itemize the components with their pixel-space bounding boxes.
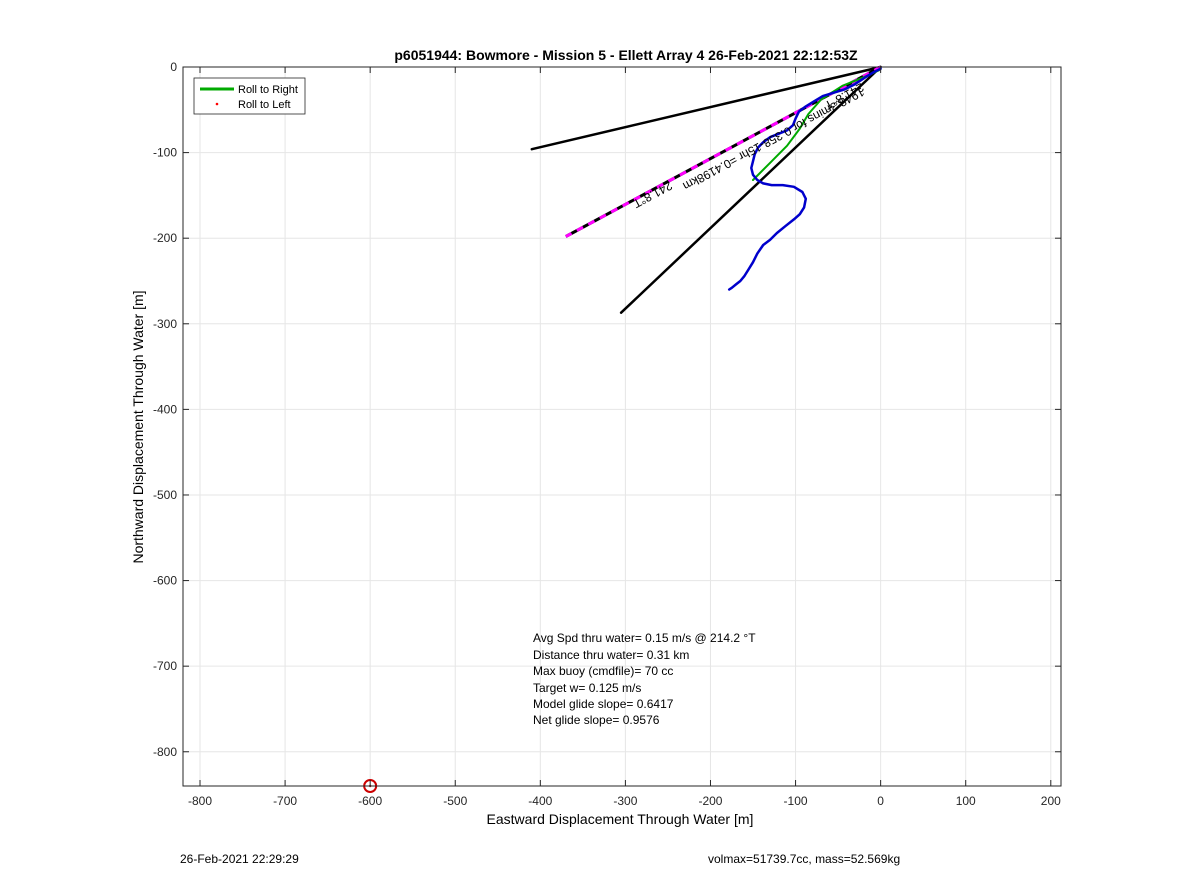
tick-marks [183,66,1061,786]
x-tick-label: 200 [1041,794,1061,808]
heading-annotation: 241.8°T [630,178,674,211]
series-line [530,65,882,151]
y-tick-label: -300 [153,317,177,331]
x-tick-label: -800 [188,794,212,808]
y-tick-label: -100 [153,146,177,160]
x-tick-label: -500 [443,794,467,808]
x-tick-label: -300 [613,794,637,808]
y-tick-labels: 0 -100 -200 -300 -400 -500 -600 -700 -800 [153,60,177,759]
x-tick-label: -200 [698,794,722,808]
series-line [727,67,882,291]
x-tick-label: -100 [784,794,808,808]
stats-line: Distance thru water= 0.31 km [533,648,689,662]
x-axis-label: Eastward Displacement Through Water [m] [487,811,754,827]
y-tick-label: -500 [153,488,177,502]
series-layer [363,65,882,793]
legend-swatch-roll-left [215,102,219,106]
stats-line: Target w= 0.125 m/s [533,681,641,695]
y-tick-label: -600 [153,574,177,588]
stats-block: Avg Spd thru water= 0.15 m/s @ 214.2 °T … [533,631,756,727]
legend-label-roll-left: Roll to Left [238,99,291,111]
chart-title: p6051944: Bowmore - Mission 5 - Ellett A… [394,47,858,63]
y-tick-label: 0 [170,60,177,74]
x-tick-label: 100 [956,794,976,808]
x-tick-label: 0 [877,794,884,808]
y-tick-label: -200 [153,231,177,245]
stats-line: Net glide slope= 0.9576 [533,713,660,727]
series-line [619,65,882,314]
x-tick-label: -400 [528,794,552,808]
y-tick-label: -400 [153,402,177,416]
grid-lines [183,66,1061,786]
axes-box [182,66,1062,787]
x-tick-label: -600 [358,794,382,808]
series-line [752,69,880,181]
x-tick-labels: -800 -700 -600 -500 -400 -300 -200 -100 0 100 200 [188,794,1061,808]
legend-box [193,77,306,115]
x-tick-label: -700 [273,794,297,808]
y-tick-label: -700 [153,659,177,673]
y-tick-label: -800 [153,745,177,759]
legend: Roll to Right Roll to Left [193,77,306,115]
y-axis-label: Northward Displacement Through Water [m] [130,290,146,563]
stats-line: Model glide slope= 0.6417 [533,697,674,711]
footer-timestamp: 26-Feb-2021 22:29:29 [180,852,299,866]
stats-line: Avg Spd thru water= 0.15 m/s @ 214.2 °T [533,631,756,645]
stats-line: Max buoy (cmdfile)= 70 cc [533,664,673,678]
legend-label-roll-right: Roll to Right [238,84,298,96]
footer-mass-info: volmax=51739.7cc, mass=52.569kg [708,852,901,866]
